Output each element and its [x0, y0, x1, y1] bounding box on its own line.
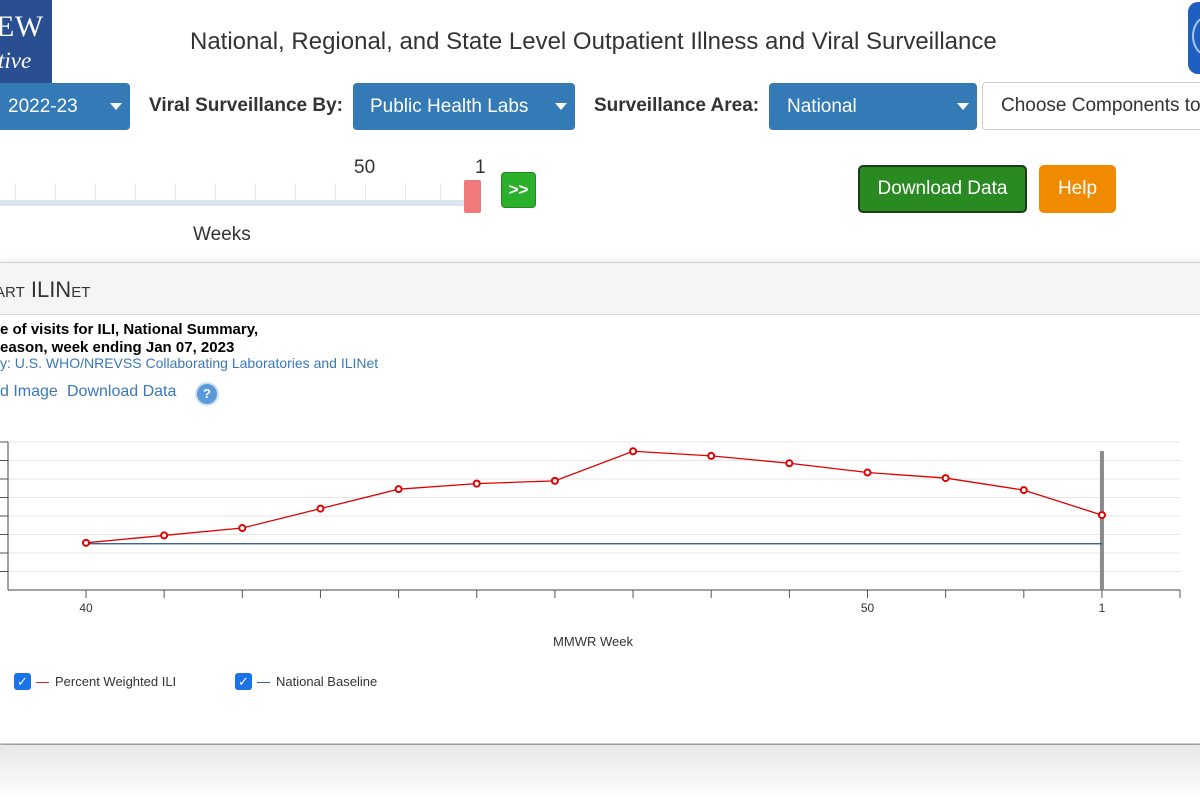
logo-text-bottom: tive — [0, 48, 32, 73]
data-point — [160, 531, 169, 540]
chevron-down-icon — [110, 103, 122, 110]
choose-components-input[interactable]: Choose Components to — [982, 82, 1200, 130]
slider-tick — [440, 183, 441, 200]
download-image-link[interactable]: d Image — [0, 383, 58, 400]
slider-tick — [335, 183, 336, 200]
current-week-marker — [1099, 451, 1104, 590]
data-point — [785, 459, 794, 468]
data-point — [394, 485, 403, 494]
chevron-down-icon — [555, 103, 567, 110]
download-data-button[interactable]: Download Data — [858, 165, 1027, 213]
slider-label-50: 50 — [354, 157, 376, 178]
legend-label: Percent Weighted ILI — [55, 674, 177, 690]
panel-title: art ILINet — [0, 277, 91, 302]
seal-ring-icon — [1192, 16, 1200, 56]
page-title: National, Regional, and State Level Outp… — [190, 28, 997, 55]
ili-chart: 40 50 1 MMWR Week — [0, 441, 1181, 649]
data-point — [472, 479, 481, 488]
slider-tick — [255, 183, 256, 200]
data-point — [1097, 511, 1106, 520]
data-point — [316, 504, 325, 513]
slider-tick — [405, 183, 406, 200]
data-point — [1019, 486, 1028, 495]
viral-surveillance-value: Public Health Labs — [370, 96, 529, 117]
legend-swatch: — — [36, 674, 49, 690]
panel-header: art ILINet — [0, 263, 1200, 315]
chevron-down-icon — [957, 103, 969, 110]
checkbox-checked-icon[interactable]: ✓ — [14, 673, 31, 691]
viral-surveillance-dropdown[interactable]: Public Health Labs — [353, 83, 575, 130]
data-point — [941, 474, 950, 483]
help-button[interactable]: Help — [1039, 165, 1116, 213]
x-tick-label: 50 — [861, 601, 875, 615]
surveillance-area-label: Surveillance Area: — [594, 95, 760, 116]
week-slider-handle[interactable] — [464, 180, 481, 213]
week-slider-track[interactable] — [0, 200, 475, 206]
season-dropdown-value: 2022-23 — [8, 96, 78, 117]
chart-title-line1: e of visits for ILI, National Summary, — [0, 321, 259, 338]
legend-label: National Baseline — [276, 674, 378, 690]
data-point — [238, 524, 247, 533]
data-point — [82, 538, 90, 547]
chart-title-line2: eason, week ending Jan 07, 2023 — [0, 339, 235, 356]
slider-tick — [55, 183, 56, 200]
logo-left: EW tive — [0, 0, 52, 84]
advance-button[interactable]: >> — [501, 172, 536, 208]
x-tick-label: 1 — [1099, 601, 1106, 615]
slider-tick — [95, 183, 96, 200]
data-point — [550, 476, 559, 485]
data-point — [707, 451, 716, 460]
x-axis-label: MMWR Week — [553, 634, 633, 649]
slider-tick — [365, 183, 366, 200]
slider-tick — [215, 183, 216, 200]
seal-logo — [1188, 2, 1200, 74]
legend-swatch: — — [257, 674, 270, 690]
weeks-label: Weeks — [193, 224, 251, 245]
x-tick-label: 40 — [79, 601, 93, 615]
series-line-percent-weighted-ili — [85, 450, 1103, 544]
data-point — [629, 447, 638, 456]
slider-tick — [295, 183, 296, 200]
viral-surveillance-label: Viral Surveillance By: — [149, 95, 343, 116]
bottom-fade — [0, 745, 1200, 800]
slider-label-1: 1 — [475, 157, 486, 178]
chart-source: y: U.S. WHO/NREVSS Collaborating Laborat… — [0, 355, 379, 371]
surveillance-area-dropdown[interactable]: National — [769, 83, 977, 130]
data-point — [863, 468, 872, 477]
question-icon[interactable]: ? — [197, 384, 217, 404]
surveillance-area-value: National — [787, 96, 857, 117]
legend-percent-weighted-ili[interactable]: ✓ — Percent Weighted ILI — [14, 673, 176, 693]
season-dropdown[interactable]: 2022-23 — [0, 83, 130, 130]
chart-panel: art ILINet — [0, 262, 1200, 744]
slider-tick — [135, 183, 136, 200]
logo-text-top: EW — [0, 10, 44, 43]
slider-tick — [15, 183, 16, 200]
download-data-link[interactable]: Download Data — [67, 383, 177, 400]
legend-national-baseline[interactable]: ✓ — National Baseline — [235, 673, 377, 693]
slider-tick — [175, 183, 176, 200]
checkbox-checked-icon[interactable]: ✓ — [235, 673, 252, 691]
